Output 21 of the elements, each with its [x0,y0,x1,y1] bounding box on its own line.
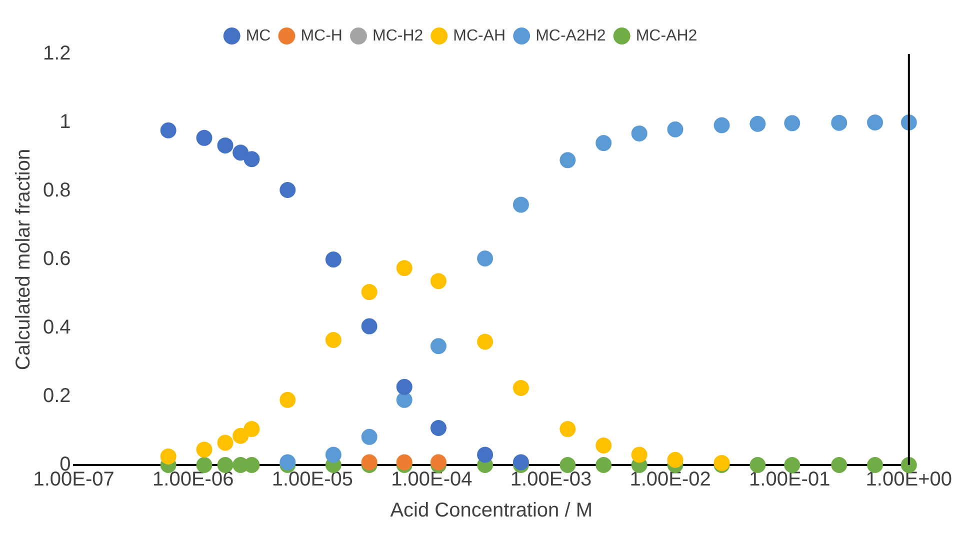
legend-label: MC-H [300,27,342,44]
y-tick-label: 1 [60,111,71,134]
x-tick-label: 1.00E-02 [630,468,711,491]
x-tick-label: 1.00E-06 [152,468,234,491]
y-tick-label: 0.2 [42,385,71,408]
y-tick-label: 0.6 [42,248,71,270]
y-tick-label: 0.8 [42,180,71,202]
x-tick-label: 1.00E-03 [510,468,592,491]
y-axis-title: Calculated molar fraction [12,148,35,370]
x-tick-label: 1.00E+00 [866,468,952,491]
y-tick-label: 1.2 [42,42,71,65]
y-tick-label: 0.4 [42,316,71,339]
legend-label: MC [246,27,271,44]
legend-label: MC-AH2 [636,27,698,44]
legend-label: MC-AH [453,27,506,44]
x-axis-title: Acid Concentration / M [390,500,593,522]
legend-label: MC-H2 [372,27,424,44]
x-tick-label: 1.00E-05 [272,468,353,491]
legend-label: MC-A2H2 [536,27,606,44]
x-tick-label: 1.00E-04 [391,468,472,491]
x-tick-label: 1.00E-01 [749,468,830,491]
